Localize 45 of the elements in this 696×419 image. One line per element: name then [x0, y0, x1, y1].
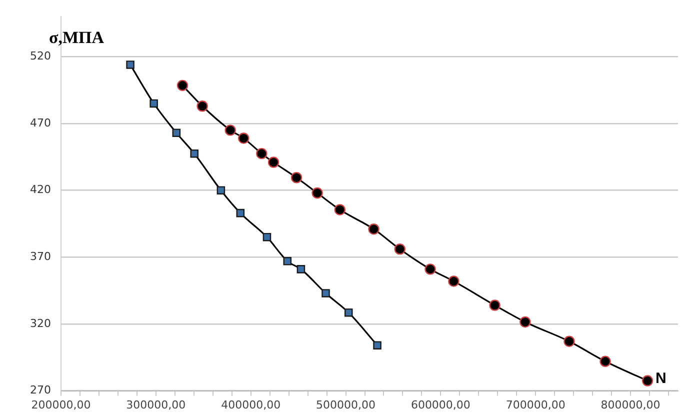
y-tick-label: 270 — [30, 384, 51, 397]
point — [172, 128, 181, 138]
point — [176, 80, 188, 92]
x-tick-label: 300000,00 — [126, 398, 186, 412]
point — [262, 232, 272, 242]
point — [268, 156, 280, 168]
point — [600, 356, 611, 367]
point — [150, 99, 158, 108]
y-tick-label: 520 — [30, 50, 51, 63]
point — [373, 341, 382, 350]
point — [190, 149, 198, 158]
point — [642, 375, 654, 386]
point — [344, 308, 353, 317]
y-tick-label: 320 — [30, 316, 51, 330]
y-axis-title: σ,МПА — [48, 28, 105, 47]
x-tick-label: 500000,00 — [316, 398, 376, 412]
x-axis-title: N — [656, 370, 666, 387]
point — [448, 276, 460, 287]
point — [296, 265, 306, 274]
point — [312, 187, 323, 199]
point — [424, 264, 436, 275]
y-tick-label: 420 — [30, 183, 51, 196]
point — [334, 204, 346, 216]
point — [238, 132, 250, 144]
point — [489, 300, 500, 311]
point — [256, 148, 268, 160]
point — [368, 223, 380, 235]
point — [394, 244, 406, 255]
x-tick-label: 800000,00 — [600, 398, 660, 412]
point — [126, 60, 134, 69]
x-tick-label: 400000,00 — [221, 398, 281, 412]
point — [520, 316, 531, 328]
y-tick-label: 470 — [30, 116, 51, 130]
point — [236, 208, 245, 218]
point — [196, 100, 208, 112]
point — [216, 186, 226, 194]
point — [224, 124, 236, 136]
point — [564, 336, 575, 347]
x-tick-label: 200000,00 — [31, 398, 91, 412]
point — [322, 289, 330, 298]
x-tick-label: 700000,00 — [506, 398, 566, 412]
point — [290, 172, 302, 184]
x-tick-label: 600000,00 — [410, 398, 470, 412]
y-tick-label: 370 — [30, 250, 51, 264]
point — [283, 257, 292, 266]
